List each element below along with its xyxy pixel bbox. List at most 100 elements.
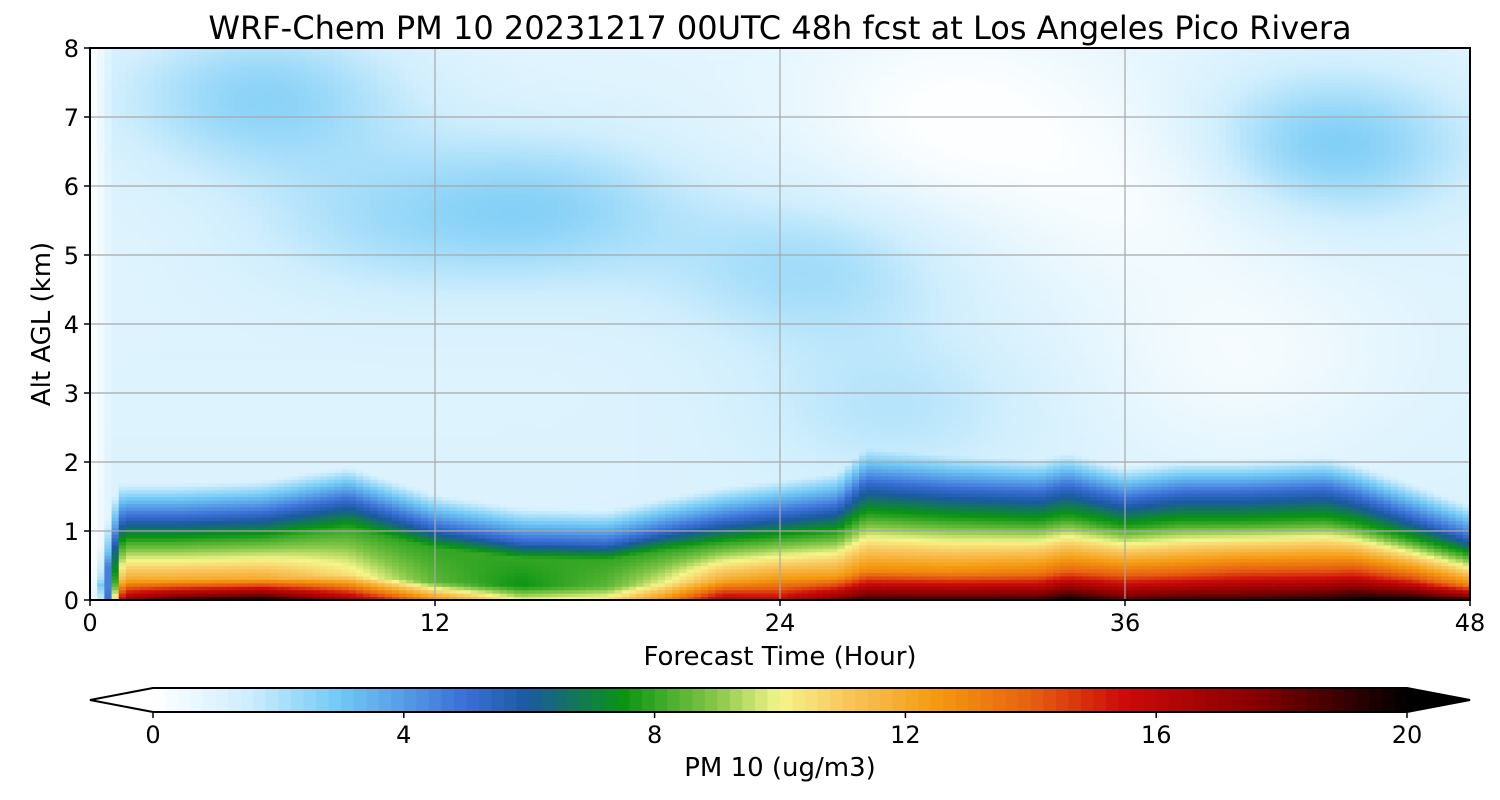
field-cell <box>162 141 170 145</box>
field-cell <box>148 148 156 152</box>
field-cell <box>140 348 148 352</box>
field-cell <box>148 55 156 59</box>
field-cell <box>148 386 156 390</box>
field-cell <box>97 117 105 121</box>
field-cell <box>162 455 170 459</box>
field-cell <box>119 403 127 407</box>
field-cell <box>90 507 98 511</box>
field-cell <box>90 96 98 100</box>
field-cell <box>155 452 163 456</box>
field-cell <box>148 503 156 507</box>
field-cell <box>90 89 98 93</box>
field-cell <box>140 145 148 149</box>
field-cell <box>162 452 170 456</box>
field-cell <box>191 345 199 349</box>
field-cell <box>104 345 112 349</box>
field-cell <box>112 548 120 552</box>
field-cell <box>191 524 199 528</box>
field-cell <box>162 283 170 287</box>
field-cell <box>97 441 105 445</box>
field-cell <box>169 258 177 262</box>
field-cell <box>183 290 191 294</box>
field-cell <box>97 345 105 349</box>
field-cell <box>97 483 105 487</box>
field-cell <box>191 438 199 442</box>
field-cell <box>140 83 148 87</box>
field-cell <box>126 334 134 338</box>
field-cell <box>162 407 170 411</box>
field-cell <box>183 65 191 69</box>
field-cell <box>97 296 105 300</box>
field-cell <box>90 241 98 245</box>
field-cell <box>183 293 191 297</box>
field-cell <box>191 534 199 538</box>
field-cell <box>133 469 141 473</box>
field-cell <box>162 300 170 304</box>
field-cell <box>126 152 134 156</box>
field-cell <box>183 258 191 262</box>
field-cell <box>169 238 177 242</box>
field-cell <box>169 131 177 135</box>
field-cell <box>119 559 127 563</box>
field-cell <box>140 352 148 356</box>
field-cell <box>126 472 134 476</box>
field-cell <box>169 65 177 69</box>
field-cell <box>97 507 105 511</box>
field-cell <box>97 186 105 190</box>
field-cell <box>191 276 199 280</box>
field-cell <box>90 196 98 200</box>
field-cell <box>176 407 184 411</box>
field-cell <box>155 165 163 169</box>
field-cell <box>183 386 191 390</box>
field-cell <box>169 186 177 190</box>
field-cell <box>104 238 112 242</box>
field-cell <box>148 469 156 473</box>
field-cell <box>104 152 112 156</box>
field-cell <box>112 431 120 435</box>
field-cell <box>126 534 134 538</box>
field-cell <box>169 317 177 321</box>
field-cell <box>97 552 105 556</box>
field-cell <box>169 138 177 142</box>
field-cell <box>155 72 163 76</box>
field-cell <box>183 155 191 159</box>
field-cell <box>140 117 148 121</box>
field-cell <box>169 158 177 162</box>
field-cell <box>176 255 184 259</box>
field-cell <box>104 314 112 318</box>
field-cell <box>90 76 98 80</box>
field-cell <box>183 559 191 563</box>
field-cell <box>133 279 141 283</box>
field-cell <box>148 497 156 501</box>
field-cell <box>104 169 112 173</box>
field-cell <box>104 69 112 73</box>
field-cell <box>104 541 112 545</box>
field-cell <box>169 245 177 249</box>
field-cell <box>133 176 141 180</box>
field-cell <box>119 365 127 369</box>
field-cell <box>90 403 98 407</box>
field-cell <box>90 348 98 352</box>
field-cell <box>104 258 112 262</box>
field-cell <box>176 131 184 135</box>
field-cell <box>104 100 112 104</box>
field-cell <box>183 55 191 59</box>
field-cell <box>169 434 177 438</box>
field-cell <box>90 51 98 55</box>
field-cell <box>148 552 156 556</box>
field-cell <box>112 65 120 69</box>
field-cell <box>97 255 105 259</box>
field-cell <box>155 421 163 425</box>
field-cell <box>90 272 98 276</box>
field-cell <box>104 107 112 111</box>
field-cell <box>97 379 105 383</box>
field-cell <box>162 169 170 173</box>
field-cell <box>133 296 141 300</box>
field-cell <box>155 338 163 342</box>
field-cell <box>148 452 156 456</box>
field-cell <box>176 179 184 183</box>
field-cell <box>155 579 163 583</box>
field-cell <box>90 500 98 504</box>
field-cell <box>119 65 127 69</box>
field-cell <box>169 386 177 390</box>
